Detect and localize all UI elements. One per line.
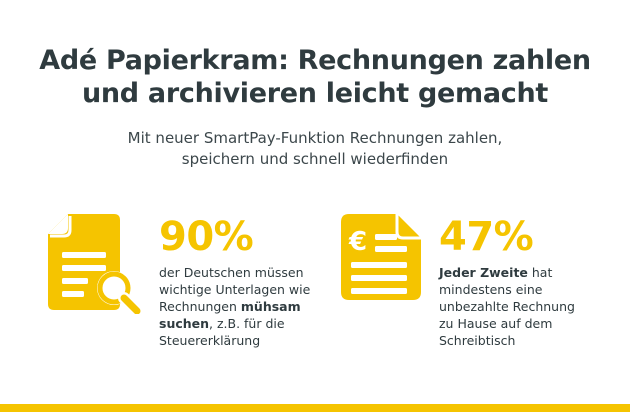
title-line-2: und archivieren leicht gemacht (81, 78, 549, 109)
text-segment: unbezahlte Rechnung (439, 299, 575, 314)
document-search-icon (48, 214, 143, 314)
stat-description-line: Steuererklärung (159, 332, 334, 349)
text-segment: Schreibtisch (439, 333, 516, 348)
title-line-1: Adé Papierkram: Rechnungen zahlen (39, 45, 591, 76)
emphasis-text: suchen (159, 316, 210, 331)
text-segment: Rechnungen (159, 299, 241, 314)
page-subtitle: Mit neuer SmartPay-Funktion Rechnungen z… (0, 128, 630, 170)
euro-symbol: € (348, 227, 367, 257)
text-segment: der Deutschen müssen (159, 265, 304, 280)
text-segment: Steuererklärung (159, 333, 261, 348)
stat-description-line: Jeder Zweite hat (439, 264, 609, 281)
stat-description-line: mindestens eine (439, 281, 609, 298)
stat-description-line: zu Hause auf dem (439, 315, 609, 332)
stat-description-line: Rechnungen mühsam (159, 298, 334, 315)
stat-description-line: unbezahlte Rechnung (439, 298, 609, 315)
stat-description-line: der Deutschen müssen (159, 264, 334, 281)
stat-description-line: Schreibtisch (439, 332, 609, 349)
euro-document-icon: € (341, 214, 421, 300)
subtitle-line-1: Mit neuer SmartPay-Funktion Rechnungen z… (127, 129, 503, 147)
text-segment: hat (527, 265, 553, 280)
stat-value-90: 90% (159, 214, 254, 260)
page-title: Adé Papierkram: Rechnungen zahlen und ar… (0, 44, 630, 110)
stat-value-47: 47% (439, 214, 534, 260)
text-segment: wichtige Unterlagen wie (159, 282, 311, 297)
emphasis-text: mühsam (240, 299, 301, 314)
stat-description-line: suchen, z.B. für die (159, 315, 334, 332)
stat-description-line: wichtige Unterlagen wie (159, 281, 334, 298)
text-segment: zu Hause auf dem (439, 316, 553, 331)
emphasis-text: Jeder Zweite (439, 265, 528, 280)
text-segment: , z.B. für die (209, 316, 285, 331)
text-segment: mindestens eine (439, 282, 543, 297)
stat-description-right: Jeder Zweite hat mindestens eine unbezahlt… (439, 264, 609, 349)
bottom-accent-bar (0, 404, 630, 412)
stat-description-left: der Deutschen müssen wichtige Unterlagen … (159, 264, 334, 349)
subtitle-line-2: speichern und schnell wiederfinden (181, 150, 449, 168)
